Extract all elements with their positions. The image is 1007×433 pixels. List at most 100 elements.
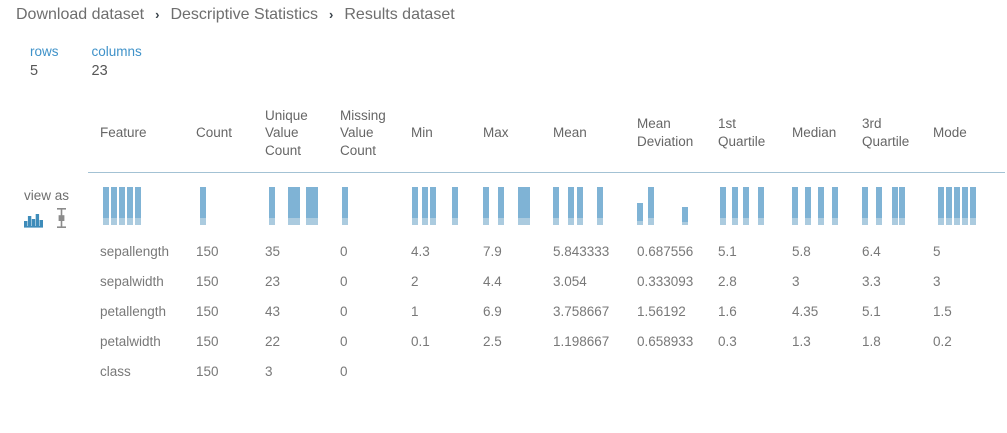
histogram-bar [805, 187, 811, 225]
histogram-cell [933, 184, 1007, 228]
histogram-bar [597, 187, 603, 225]
histogram-bar [792, 187, 798, 225]
breadcrumb: Download dataset › Descriptive Statistics ›… [16, 6, 455, 24]
column-header: Missing Value Count [340, 107, 386, 158]
view-as-control: view as [24, 188, 69, 228]
histogram-bar [682, 207, 688, 225]
stat-value-cell: 150 [196, 303, 219, 319]
histogram-row [100, 184, 1007, 228]
stat-value-cell: 0 [340, 303, 348, 319]
histogram-bar [946, 187, 952, 225]
column-header: Median [792, 125, 837, 141]
histogram-bar [269, 187, 275, 225]
histogram-bar [577, 187, 583, 225]
stat-value-cell: 2.5 [483, 333, 502, 349]
column-header: Min [411, 125, 433, 141]
histogram-bar [312, 187, 318, 225]
histogram-bar [637, 203, 643, 225]
stat-value-cell: 3 [265, 363, 273, 379]
table-row: sepallength 150 35 0 4.3 7.9 5.843333 0.687556 5… [100, 236, 1007, 266]
breadcrumb-item[interactable]: Results dataset [344, 6, 455, 23]
column-header: Mean Deviation [637, 116, 694, 149]
stat-value-cell: 43 [265, 303, 281, 319]
table-header-row: Feature Count Unique Value Count Missing Va… [100, 102, 1007, 164]
stat-value-cell: 6.9 [483, 303, 502, 319]
stat-value-cell: 1 [411, 303, 419, 319]
histogram-bar [412, 187, 418, 225]
histogram-bar [103, 187, 109, 225]
chevron-right-icon: › [329, 6, 334, 22]
stat-value-cell: 150 [196, 333, 219, 349]
dimension-value: 23 [91, 63, 108, 79]
column-header: Mean [553, 125, 587, 141]
header-divider [88, 172, 1005, 173]
stat-value-cell: 22 [265, 333, 281, 349]
histogram-bar [135, 187, 141, 225]
histogram-bar [452, 187, 458, 225]
stat-value-cell: 5.8 [792, 243, 811, 259]
histogram-bar [111, 187, 117, 225]
table-row: sepalwidth 150 23 0 2 4.4 3.054 0.333093 2.8 3 3.3… [100, 266, 1007, 296]
feature-name-cell: petallength [100, 303, 167, 319]
dimension-columns: columns 23 [92, 44, 142, 79]
histogram-bar [862, 187, 868, 225]
histogram-cell [792, 184, 862, 228]
stat-value-cell: 2.8 [718, 273, 737, 289]
stat-value-cell: 0.1 [411, 333, 430, 349]
stat-value-cell: 6.4 [862, 243, 881, 259]
histogram-bar [818, 187, 824, 225]
histogram-bar [498, 187, 504, 225]
histogram-cell [483, 184, 553, 228]
histogram-cell [718, 184, 792, 228]
histogram-bar [553, 187, 559, 225]
stat-value-cell: 1.3 [792, 333, 811, 349]
stat-value-cell: 35 [265, 243, 281, 259]
histogram-bar [288, 187, 294, 225]
view-as-label: view as [24, 188, 70, 203]
stat-value-cell: 0 [340, 243, 348, 259]
stat-value-cell: 23 [265, 273, 281, 289]
stat-value-cell: 150 [196, 243, 219, 259]
breadcrumb-item[interactable]: Download dataset [16, 6, 145, 23]
stat-value-cell: 0 [340, 363, 348, 379]
histogram-bar [127, 187, 133, 225]
histogram-bar [430, 187, 436, 225]
stat-value-cell: 0.2 [933, 333, 952, 349]
stat-value-cell: 0.333093 [637, 273, 694, 289]
table-row: class 150 3 0 [100, 356, 1007, 386]
histogram-bar [938, 187, 944, 225]
boxplot-view-icon[interactable] [56, 208, 67, 228]
stat-value-cell: 3 [792, 273, 800, 289]
histogram-bar [720, 187, 726, 225]
histogram-bar [568, 187, 574, 225]
histogram-bar [899, 187, 905, 225]
histogram-cell [340, 184, 411, 228]
feature-name-cell: sepalwidth [100, 273, 164, 289]
stat-value-cell: 150 [196, 273, 219, 289]
stat-value-cell: 3.758667 [553, 303, 610, 319]
histogram-bar [758, 187, 764, 225]
stat-value-cell: 0.658933 [637, 333, 694, 349]
stat-value-cell: 4.3 [411, 243, 430, 259]
stat-value-cell: 5.843333 [553, 243, 610, 259]
histogram-bar [483, 187, 489, 225]
stat-value-cell: 1.56192 [637, 303, 686, 319]
column-header: 1st Quartile [718, 116, 766, 149]
histogram-bar [962, 187, 968, 225]
breadcrumb-item[interactable]: Descriptive Statistics [170, 6, 319, 23]
stat-value-cell: 5.1 [718, 243, 737, 259]
histogram-bar [648, 187, 654, 225]
table-row: petalwidth 150 22 0 0.1 2.5 1.198667 0.658933 0.… [100, 326, 1007, 356]
feature-name-cell: petalwidth [100, 333, 161, 349]
histogram-bar [876, 187, 882, 225]
histogram-cell [265, 184, 340, 228]
stat-value-cell: 1.198667 [553, 333, 610, 349]
table-row: petallength 150 43 0 1 6.9 3.758667 1.56192 1.6 4… [100, 296, 1007, 326]
histogram-bar [518, 187, 524, 225]
histogram-bar [294, 187, 300, 225]
stat-value-cell: 7.9 [483, 243, 502, 259]
histogram-view-icon[interactable] [24, 213, 45, 228]
stat-value-cell: 5.1 [862, 303, 881, 319]
column-header: Mode [933, 125, 967, 141]
